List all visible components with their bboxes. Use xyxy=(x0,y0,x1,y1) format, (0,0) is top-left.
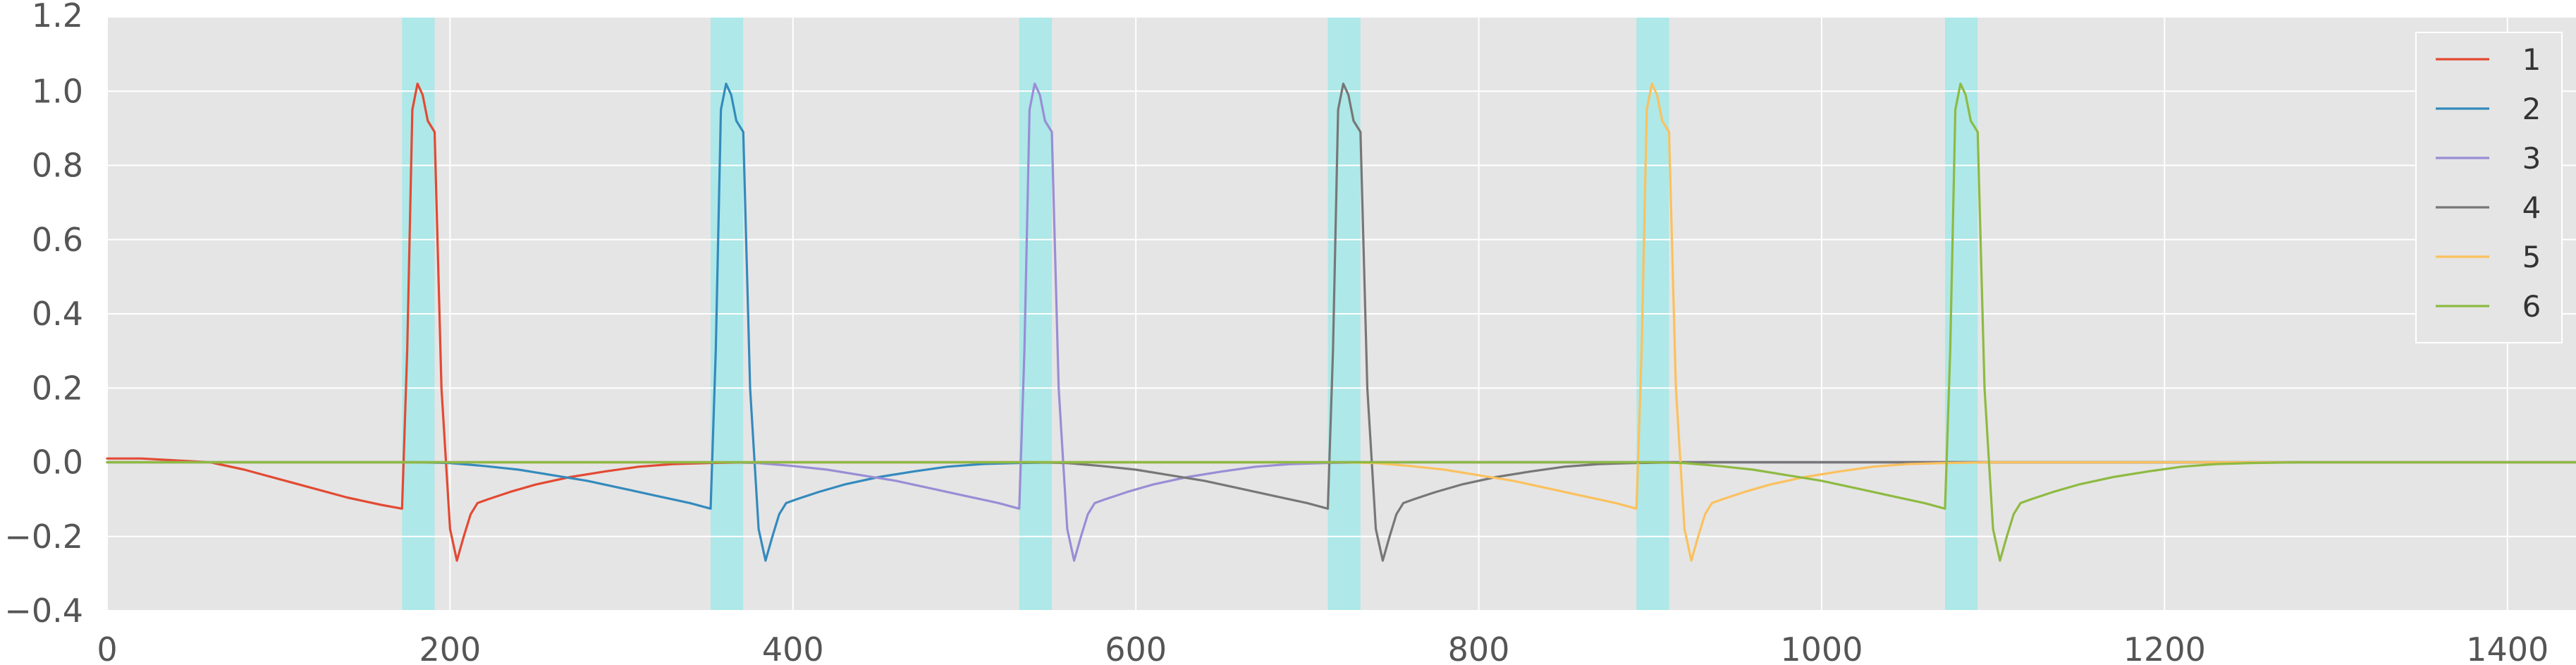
y-tick-label: 0.8 xyxy=(32,147,83,185)
x-tick-label: 1200 xyxy=(2123,630,2206,665)
series-line-6 xyxy=(106,83,2576,562)
y-tick-label: 0.2 xyxy=(32,369,83,407)
series-line-1 xyxy=(106,83,2576,562)
y-tick-label: −0.4 xyxy=(4,592,83,630)
y-tick-label: 0.4 xyxy=(32,295,83,333)
legend: 1 2 3 4 5 6 xyxy=(2415,32,2563,343)
series-line-4 xyxy=(106,83,2576,562)
legend-label: 5 xyxy=(2522,240,2541,274)
legend-box xyxy=(2415,32,2563,343)
x-tick-label: 600 xyxy=(1105,630,1167,665)
y-tick-label: 0.6 xyxy=(32,221,83,259)
legend-label: 2 xyxy=(2522,92,2541,126)
x-tick-label: 1000 xyxy=(1780,630,1863,665)
legend-label: 4 xyxy=(2522,190,2541,225)
tick-labels: −0.4 −0.2 0.0 0.2 0.4 0.6 0.8 1.0 1.2 0 200 400 600 8… xyxy=(4,0,2549,665)
x-tick-label: 200 xyxy=(419,630,481,665)
y-tick-label: 1.0 xyxy=(32,72,83,110)
legend-label: 6 xyxy=(2522,289,2541,324)
series-line-2 xyxy=(106,83,2576,562)
x-tick-label: 800 xyxy=(1448,630,1510,665)
y-tick-label: 1.2 xyxy=(32,0,83,35)
x-tick-label: 1400 xyxy=(2466,630,2549,665)
legend-label: 1 xyxy=(2522,42,2541,77)
legend-label: 3 xyxy=(2522,141,2541,176)
y-tick-label: −0.2 xyxy=(4,518,83,556)
y-tick-label: 0.0 xyxy=(32,444,83,482)
x-tick-label: 400 xyxy=(762,630,824,665)
series-line-5 xyxy=(106,83,2576,562)
series-line-3 xyxy=(106,83,2576,562)
x-tick-label: 0 xyxy=(97,630,117,665)
series-lines xyxy=(106,83,2576,562)
